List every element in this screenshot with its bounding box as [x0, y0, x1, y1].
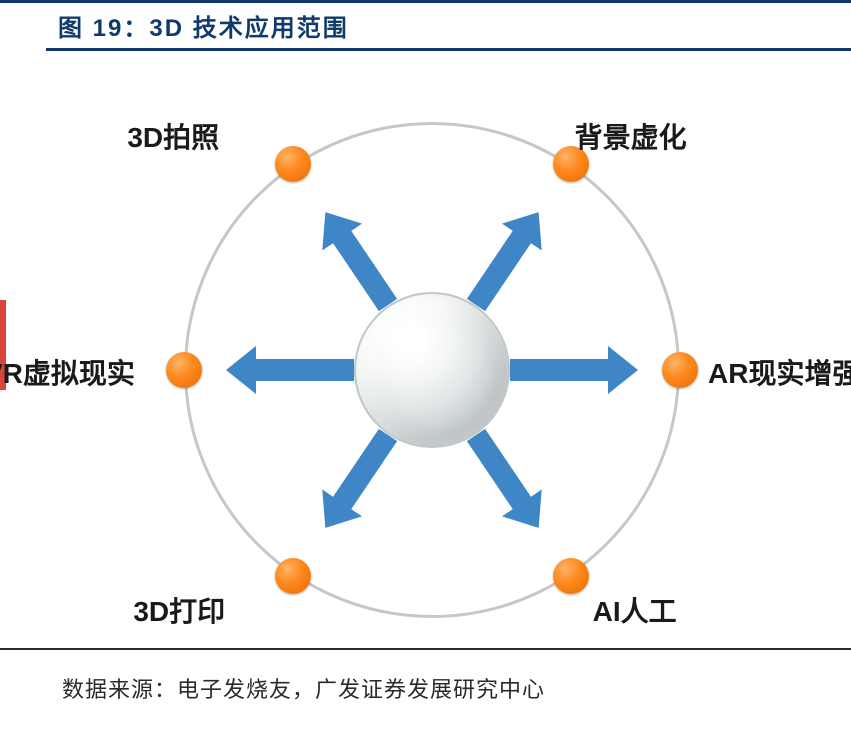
title-underline	[46, 48, 851, 51]
node-dot-ar	[662, 352, 698, 388]
figure-title: 图 19：3D 技术应用范围	[58, 8, 349, 43]
node-dot-ai	[553, 558, 589, 594]
node-label-ai: AI人工	[593, 590, 677, 630]
node-dot-3d-print	[275, 558, 311, 594]
source-text: 数据来源：电子发烧友，广发证券发展研究中心	[62, 672, 545, 704]
node-label-bokeh: 背景虚化	[575, 116, 687, 156]
top-rule	[0, 0, 851, 3]
center-sphere	[354, 292, 510, 448]
node-label-3d-print: 3D打印	[133, 590, 225, 630]
bottom-rule	[0, 648, 851, 650]
node-label-ar: AR现实增强	[708, 352, 851, 392]
node-label-vr: VR虚拟现实	[0, 352, 135, 392]
node-label-3d-photo: 3D拍照	[127, 116, 219, 156]
diagram: 3D拍照 背景虚化 VR虚拟现实 AR现实增强 3D打印 AI人工	[0, 60, 851, 640]
node-dot-vr	[166, 352, 202, 388]
